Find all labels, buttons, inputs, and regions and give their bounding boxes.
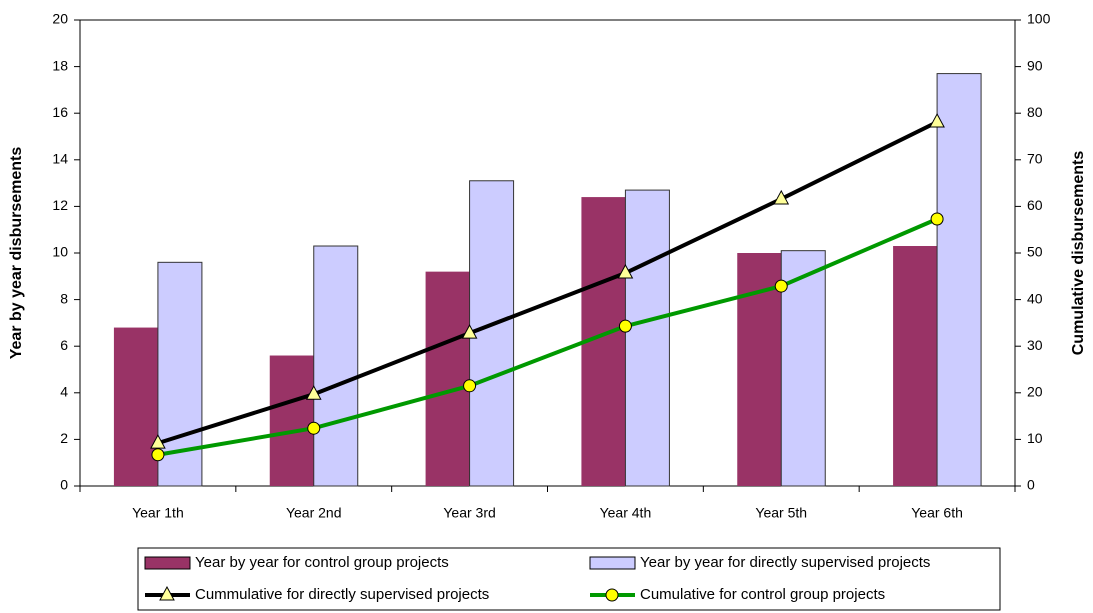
x-tick-label: Year 6th [911,505,963,521]
y-tick-label: 0 [60,477,68,493]
line [157,217,938,457]
marker [773,189,790,205]
legend-label: Year by year for directly supervised pro… [640,554,930,571]
marker [305,385,322,400]
y2-tick-label: 60 [1027,197,1043,213]
marker [617,263,634,279]
bar [113,327,158,486]
marker [307,421,321,435]
y2-tick-label: 80 [1027,104,1043,120]
y2-tick-label: 10 [1027,430,1043,446]
y2-tick-label: 20 [1027,384,1043,400]
y-tick-label: 18 [52,57,68,73]
x-tick-label: Year 1th [132,505,184,521]
plot-frame [79,19,1016,487]
x-tick-label: Year 2nd [286,505,342,521]
marker [930,212,944,226]
y-axis-title: Year by year disbursements [8,147,25,360]
y-tick-label: 16 [52,104,68,120]
y-tick-label: 20 [52,11,68,27]
bar [313,245,359,487]
legend-marker [159,585,175,601]
bar [624,189,670,487]
legend-label: Cummulative for directly supervised proj… [195,586,489,603]
y2-tick-label: 90 [1027,57,1043,73]
bar [469,180,515,487]
bar [269,355,314,486]
x-tick-label: Year 4th [600,505,652,521]
legend-swatch [144,556,191,570]
legend-swatch [589,556,636,570]
y2-tick-label: 70 [1027,151,1043,167]
bar [893,246,938,486]
y2-tick-label: 30 [1027,337,1043,353]
bar [936,73,982,487]
x-tick-label: Year 5th [755,505,807,521]
bar [425,271,470,486]
y2-tick-label: 0 [1027,477,1035,493]
marker [774,279,788,293]
y-tick-label: 10 [52,244,68,260]
y-tick-label: 4 [60,384,68,400]
legend-label: Cumulative for control group projects [640,586,885,603]
marker [151,448,165,462]
y-tick-label: 2 [60,430,68,446]
marker [463,379,477,393]
legend-marker [605,588,619,602]
y-tick-label: 12 [52,197,68,213]
y2-tick-label: 40 [1027,290,1043,306]
marker [461,324,478,339]
y2-tick-label: 100 [1027,11,1051,27]
y-tick-label: 6 [60,337,68,353]
y2-tick-label: 50 [1027,244,1043,260]
marker [150,434,166,449]
marker [618,319,632,333]
y-tick-label: 14 [52,151,68,167]
legend-label: Year by year for control group projects [195,554,449,571]
marker [929,112,945,128]
bar [780,250,826,487]
y-tick-label: 8 [60,290,68,306]
legend-box [137,547,1001,611]
line [157,120,938,446]
x-tick-label: Year 3rd [443,505,495,521]
y2-axis-title: Cumulative disbursements [1070,151,1087,356]
